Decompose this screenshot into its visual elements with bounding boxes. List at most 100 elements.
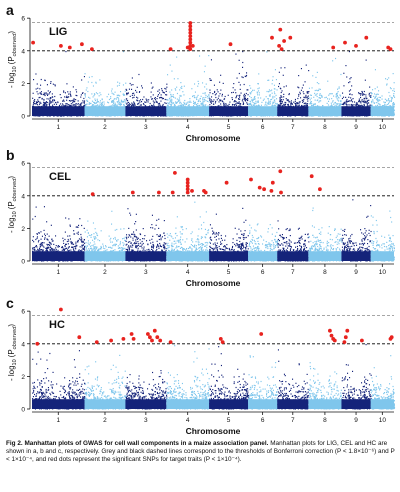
snp-point <box>119 95 121 97</box>
snp-point <box>294 98 296 101</box>
snp-point <box>348 96 350 98</box>
snp-point <box>136 96 138 98</box>
snp-point <box>84 73 86 75</box>
snp-point <box>45 103 47 105</box>
snp-point <box>182 91 184 93</box>
snp-point <box>202 99 204 101</box>
snp-point <box>239 104 241 106</box>
snp-point <box>37 100 39 102</box>
snp-point <box>257 94 259 96</box>
snp-point <box>225 104 227 106</box>
snp-point <box>274 88 276 90</box>
snp-point <box>236 104 238 106</box>
snp-point <box>243 94 245 96</box>
snp-point <box>327 80 329 82</box>
snp-point <box>386 78 388 81</box>
snp-point <box>75 94 77 96</box>
snp-point <box>246 102 248 104</box>
significant-snp-point <box>364 35 369 40</box>
snp-point <box>82 100 84 102</box>
snp-point <box>50 97 52 99</box>
snp-point <box>255 100 257 102</box>
snp-point <box>175 101 177 103</box>
snp-point <box>162 105 164 107</box>
snp-point <box>200 104 202 106</box>
snp-point <box>280 96 282 98</box>
snp-point <box>374 97 376 99</box>
snp-point <box>326 102 328 104</box>
snp-point <box>350 100 352 102</box>
snp-point <box>103 101 105 103</box>
snp-point <box>193 105 195 107</box>
snp-point <box>171 89 173 91</box>
snp-point <box>238 59 240 61</box>
snp-point <box>157 95 159 97</box>
snp-point <box>238 102 240 104</box>
snp-point <box>138 91 140 93</box>
snp-point <box>310 97 312 99</box>
snp-point <box>61 105 63 107</box>
snp-point <box>345 65 347 67</box>
snp-point <box>392 105 394 107</box>
snp-point <box>294 100 296 102</box>
snp-point <box>388 77 390 79</box>
snp-point <box>270 99 272 101</box>
snp-point <box>117 97 119 99</box>
chromosome-points-1 <box>32 51 86 117</box>
snp-point <box>62 103 64 105</box>
snp-point <box>204 92 206 94</box>
snp-point <box>73 99 75 101</box>
snp-point <box>125 98 127 100</box>
snp-point <box>188 104 190 106</box>
snp-point <box>266 51 268 53</box>
snp-point <box>33 103 35 105</box>
snp-point <box>49 101 51 103</box>
snp-point <box>300 97 302 99</box>
snp-point <box>199 55 201 57</box>
snp-point <box>388 103 390 105</box>
snp-point <box>210 101 212 103</box>
snp-point <box>181 85 183 88</box>
snp-point <box>236 94 238 97</box>
snp-point <box>356 105 358 107</box>
snp-point <box>298 93 300 96</box>
snp-point <box>393 114 395 116</box>
snp-point <box>168 97 170 99</box>
snp-point <box>52 83 54 85</box>
snp-point <box>152 94 154 96</box>
snp-point <box>337 88 339 90</box>
snp-point <box>128 101 130 104</box>
snp-point <box>212 103 214 105</box>
snp-point <box>290 102 292 104</box>
snp-point <box>49 91 51 93</box>
snp-point <box>211 96 213 98</box>
snp-point <box>266 90 268 93</box>
snp-point <box>118 98 120 100</box>
snp-point <box>91 76 93 78</box>
snp-point <box>313 96 315 98</box>
snp-point <box>355 104 357 106</box>
snp-point <box>127 105 129 107</box>
snp-point <box>333 95 335 97</box>
snp-point <box>103 105 105 107</box>
snp-point <box>179 89 181 91</box>
snp-point <box>132 103 134 105</box>
trait-title: CEL <box>49 171 71 183</box>
snp-point <box>305 102 307 104</box>
snp-point <box>145 101 147 103</box>
snp-point <box>343 85 345 87</box>
snp-point <box>133 94 135 96</box>
snp-point <box>251 99 253 101</box>
snp-point <box>50 101 52 103</box>
snp-point <box>278 85 280 88</box>
snp-point <box>266 104 268 106</box>
snp-point <box>298 101 300 103</box>
snp-point <box>36 102 38 104</box>
snp-point <box>197 94 199 96</box>
snp-point <box>343 102 345 104</box>
snp-point <box>258 94 260 96</box>
chromosome-points-4 <box>166 55 211 117</box>
snp-point <box>126 100 128 102</box>
snp-point <box>306 92 308 94</box>
chromosome-base-8 <box>308 106 342 116</box>
